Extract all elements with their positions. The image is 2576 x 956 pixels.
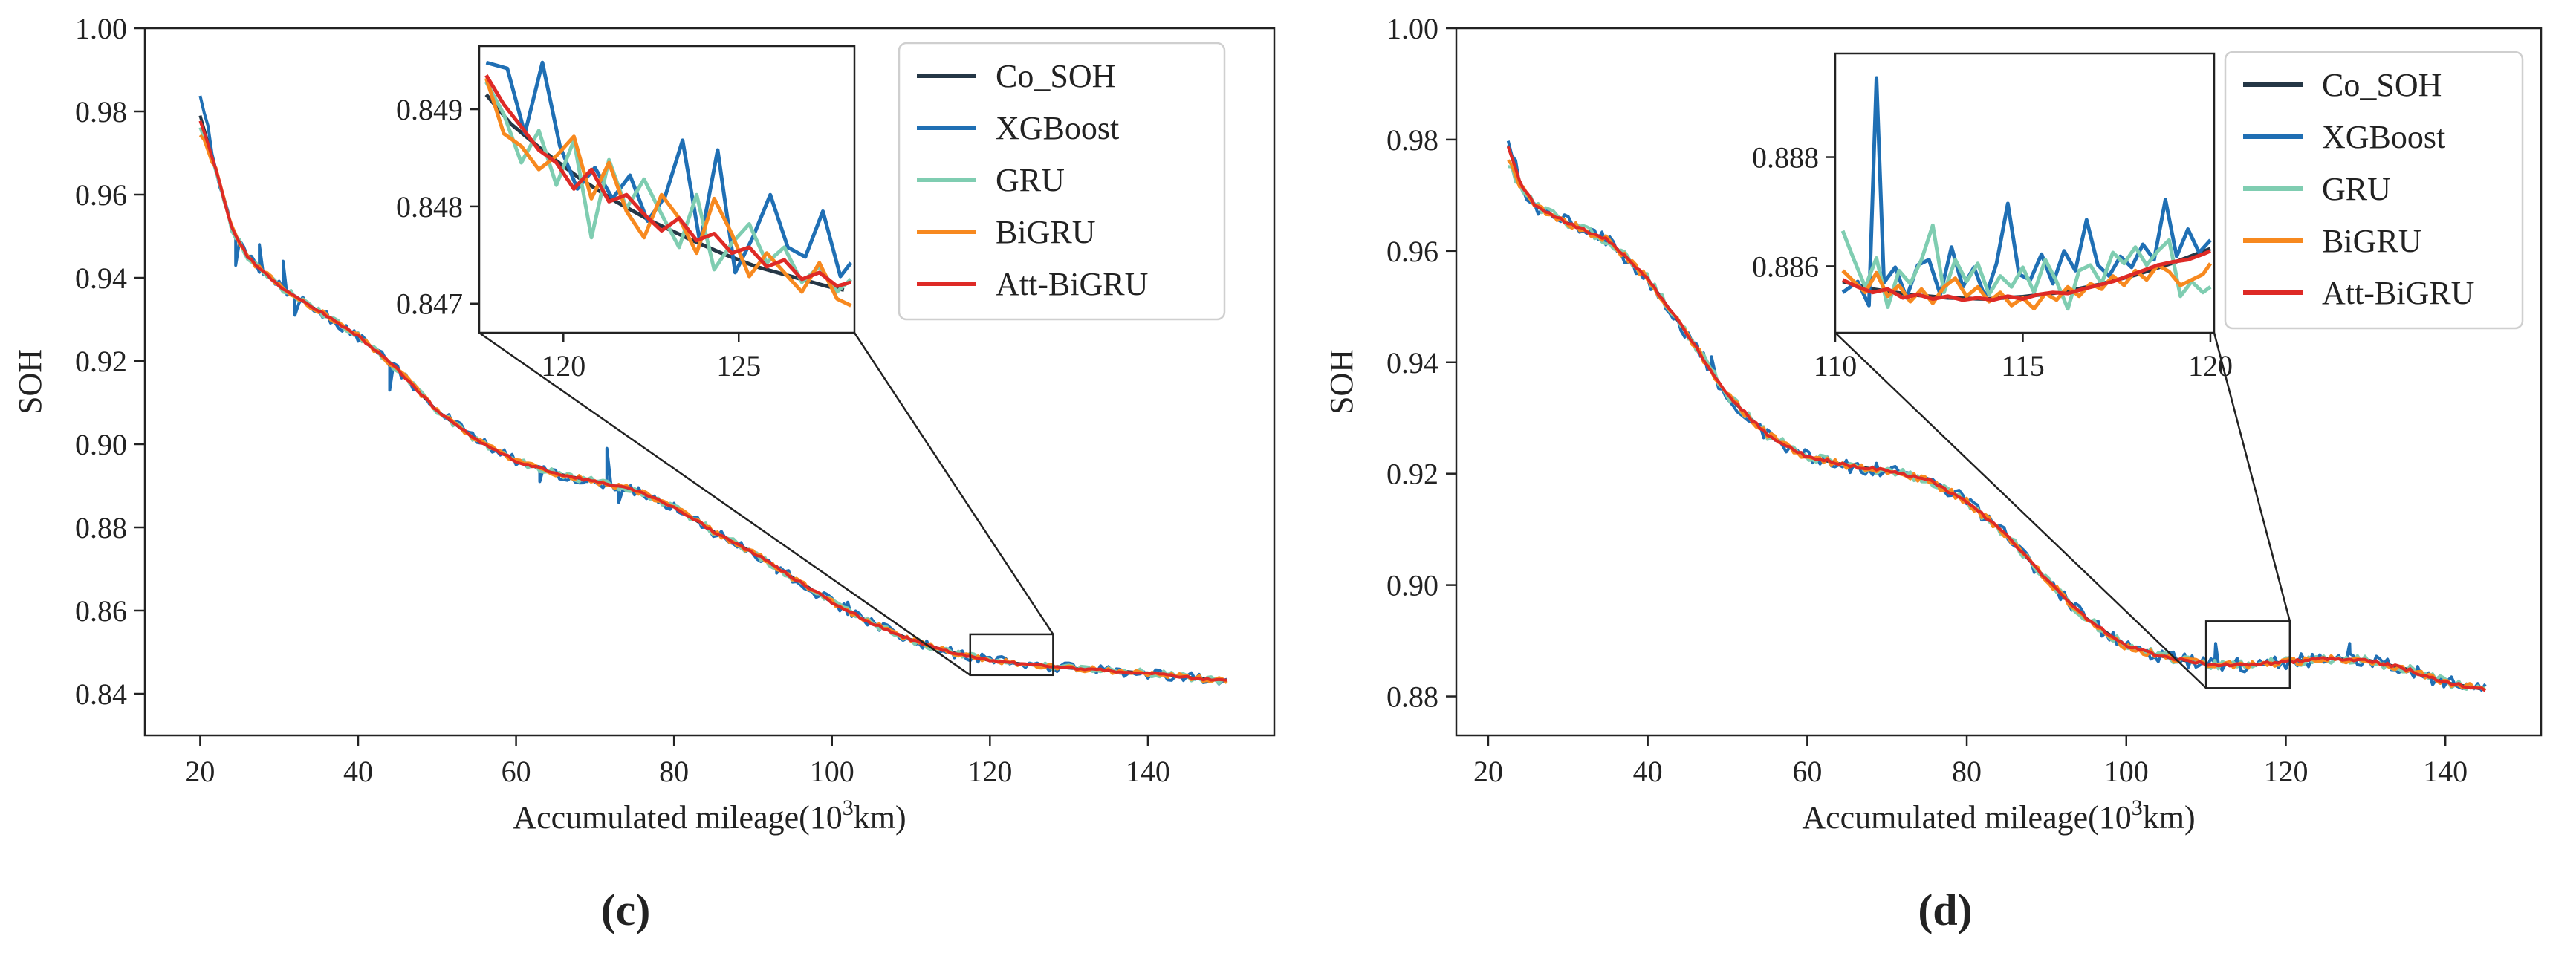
inset-series-group (484, 60, 853, 308)
x-tick-label: 100 (2104, 755, 2149, 788)
series-line-att-bigru (1506, 146, 2487, 692)
legend-label-att-bigru: Att-BiGRU (2322, 275, 2474, 311)
inset-series-line-bigru (484, 77, 852, 308)
y-tick-label: 0.92 (75, 345, 127, 378)
inset-x-tick-label: 120 (541, 349, 585, 383)
panel-label: (c) (601, 885, 651, 934)
legend-label-co_soh: Co_SOH (2322, 67, 2442, 103)
y-tick-label: 0.96 (1386, 235, 1438, 268)
inset-x-tick-label: 120 (2188, 349, 2233, 383)
y-axis-label: SOH (1323, 349, 1360, 414)
y-tick-label: 0.94 (1386, 346, 1438, 380)
legend-label-co_soh: Co_SOH (996, 58, 1115, 94)
x-tick-label: 60 (1792, 755, 1822, 788)
y-tick-label: 0.96 (75, 178, 127, 212)
inset-y-tick-label: 0.888 (1752, 141, 1819, 175)
plot-frame (1455, 27, 2543, 737)
inset-y-tick-label: 0.847 (396, 287, 463, 321)
inset-series-line-gru (1840, 223, 2212, 311)
series-line-att-bigru (198, 120, 1227, 682)
legend-box (898, 42, 1226, 321)
inset-series-line-att-bigru (484, 74, 851, 288)
inset-x-tick-label: 125 (716, 349, 761, 383)
x-tick-label: 120 (2263, 755, 2308, 788)
x-axis-label: Accumulated mileage(103km) (1802, 796, 2195, 836)
legend-label-gru: GRU (2322, 171, 2391, 207)
legend-label-att-bigru: Att-BiGRU (996, 266, 1148, 302)
panel-d: 20 40 60 80 100 120 140 0.88 0.90 0.92 0.94 0.96 0.9… (1323, 12, 2543, 934)
x-tick-label: 100 (810, 755, 854, 788)
inset-series-line-att-bigru (1842, 249, 2212, 302)
zoom-connector (2213, 332, 2291, 622)
x-tick-label: 120 (967, 755, 1012, 788)
legend-label-xgboost: XGBoost (996, 110, 1119, 146)
y-tick-label: 0.92 (1386, 458, 1438, 491)
x-tick-label: 140 (1126, 755, 1170, 788)
y-tick-label: 0.94 (75, 261, 127, 295)
panel-c: 20 40 60 80 100 120 140 0.84 0.86 0.88 0.90 0.92 0.9… (12, 12, 1276, 934)
legend-label-gru: GRU (996, 162, 1065, 198)
inset-series-line-xgboost (485, 60, 853, 279)
zoom-box (2204, 620, 2291, 689)
plot-frame (143, 27, 1276, 737)
inset-y-tick-label: 0.848 (396, 190, 463, 224)
x-tick-label: 80 (659, 755, 689, 788)
inset-y-tick-label: 0.886 (1752, 250, 1819, 283)
y-tick-label: 0.84 (75, 677, 127, 711)
legend-label-bigru: BiGRU (996, 214, 1095, 250)
y-tick-label: 0.98 (75, 95, 127, 129)
y-tick-label: 0.98 (1386, 123, 1438, 157)
zoom-connector (478, 331, 971, 676)
x-tick-label: 20 (185, 755, 215, 788)
x-tick-label: 140 (2423, 755, 2468, 788)
x-tick-label: 40 (1633, 755, 1663, 788)
zoom-connector (1834, 332, 2207, 689)
inset-series-line-bigru (1841, 262, 2213, 311)
y-tick-label: 1.00 (75, 12, 127, 45)
y-axis-label: SOH (12, 349, 48, 414)
y-tick-label: 0.88 (1386, 680, 1438, 714)
legend-label-xgboost: XGBoost (2322, 119, 2445, 155)
y-tick-label: 0.90 (75, 428, 127, 461)
x-tick-label: 80 (1952, 755, 1982, 788)
x-axis-label: Accumulated mileage(103km) (513, 796, 906, 836)
inset-y-tick-label: 0.849 (396, 93, 463, 126)
x-axis-label-sup: 3 (2132, 796, 2143, 820)
zoom-connector (853, 332, 1054, 635)
x-tick-label: 40 (343, 755, 373, 788)
y-tick-label: 0.86 (75, 594, 127, 628)
x-axis-label-suffix: km) (854, 799, 906, 836)
zoom-box (969, 633, 1054, 677)
inset-x-tick-label: 115 (2001, 349, 2045, 383)
x-axis-label-suffix: km) (2143, 799, 2196, 836)
legend-box (2224, 51, 2524, 330)
y-tick-label: 0.88 (75, 511, 127, 544)
inset-series-line-xgboost (1841, 76, 2212, 308)
panel-label: (d) (1918, 885, 1972, 934)
x-tick-label: 60 (502, 755, 531, 788)
y-tick-label: 1.00 (1386, 12, 1438, 45)
x-axis-label-prefix: Accumulated mileage(10 (1802, 799, 2131, 836)
y-tick-label: 0.90 (1386, 569, 1438, 602)
x-tick-label: 20 (1473, 755, 1503, 788)
inset-x-tick-label: 110 (1814, 349, 1858, 383)
x-axis-label-sup: 3 (843, 796, 854, 820)
x-axis-label-prefix: Accumulated mileage(10 (513, 799, 842, 836)
inset-series-group (1840, 76, 2213, 311)
legend-label-bigru: BiGRU (2322, 223, 2421, 259)
